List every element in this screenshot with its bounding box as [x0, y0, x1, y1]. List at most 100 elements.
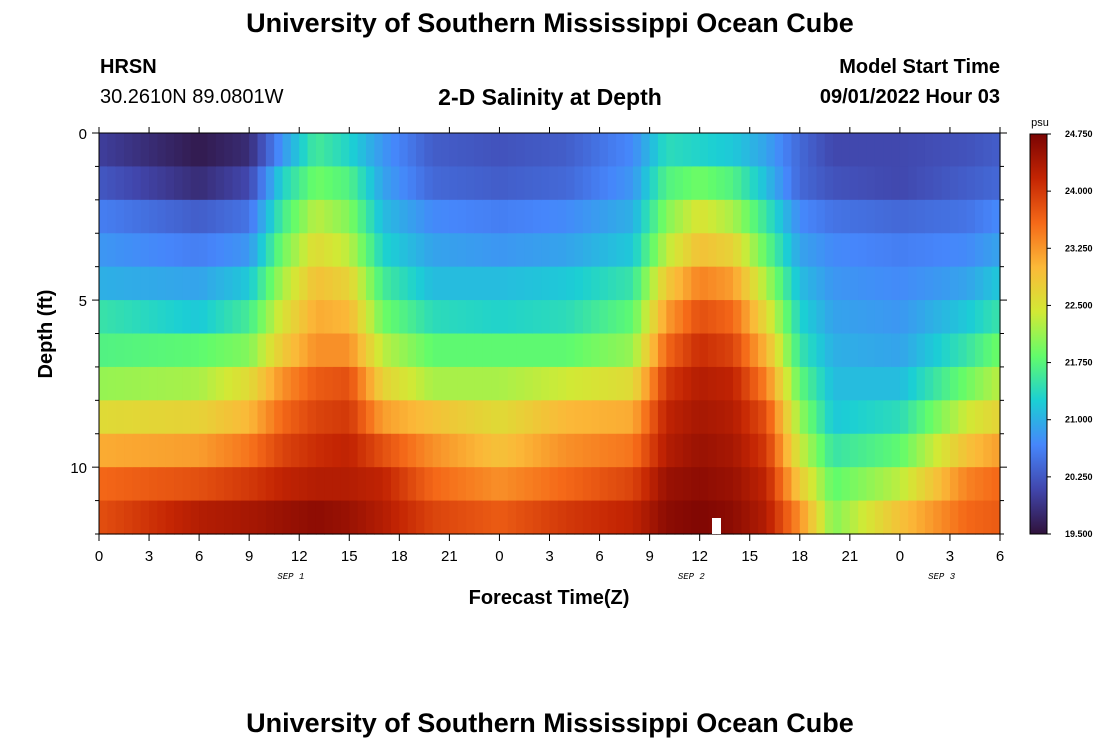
heatmap-cell: [691, 500, 701, 535]
heatmap-cell: [849, 199, 859, 234]
heatmap-cell: [599, 166, 609, 201]
heatmap-cell: [549, 166, 559, 201]
heatmap-cell: [499, 266, 509, 301]
heatmap-cell: [674, 266, 684, 301]
heatmap-cell: [966, 233, 976, 268]
heatmap-cell: [816, 166, 826, 201]
heatmap-cell: [190, 467, 200, 502]
heatmap-cell: [390, 233, 400, 268]
heatmap-cell: [124, 366, 133, 401]
heatmap-cell: [365, 500, 375, 535]
heatmap-cell: [499, 133, 509, 168]
heatmap-cell: [432, 400, 442, 435]
heatmap-cell: [524, 199, 534, 234]
heatmap-cell: [733, 400, 742, 435]
heatmap-cell: [466, 199, 476, 234]
y-tick-label: 0: [79, 126, 87, 143]
heatmap-cell: [416, 300, 425, 335]
heatmap-cell: [357, 333, 367, 368]
heatmap-cell: [215, 300, 225, 335]
heatmap-cell: [107, 500, 117, 535]
heatmap-cell: [532, 266, 542, 301]
heatmap-cell: [858, 433, 868, 468]
heatmap-cell: [924, 400, 934, 435]
heatmap-cell: [699, 300, 709, 335]
heatmap-cell: [124, 467, 133, 502]
heatmap-cell: [215, 133, 225, 168]
heatmap-cell: [566, 433, 576, 468]
heatmap-cell: [699, 467, 709, 502]
heatmap-cell: [699, 266, 709, 301]
heatmap-cell: [691, 366, 701, 401]
heatmap-cell: [307, 333, 317, 368]
heatmap-cell: [708, 266, 717, 301]
heatmap-cell: [474, 433, 484, 468]
heatmap-cell: [833, 433, 843, 468]
heatmap-cell: [257, 166, 267, 201]
heatmap-cell: [657, 233, 667, 268]
heatmap-cell: [190, 366, 200, 401]
heatmap-cell: [774, 333, 784, 368]
heatmap-cell: [466, 467, 476, 502]
heatmap-cell: [199, 467, 209, 502]
heatmap-cell: [299, 133, 309, 168]
heatmap-cell: [299, 300, 309, 335]
heatmap-cell: [824, 433, 834, 468]
heatmap-cell: [974, 199, 984, 234]
heatmap-cell: [708, 133, 717, 168]
heatmap-cell: [324, 500, 334, 535]
heatmap-cell: [332, 300, 342, 335]
heatmap-cell: [991, 199, 1001, 234]
heatmap-cell: [883, 467, 893, 502]
heatmap-cell: [382, 166, 392, 201]
heatmap-cell: [949, 500, 959, 535]
heatmap-cell: [340, 467, 350, 502]
y-tick-label: 5: [79, 293, 87, 310]
heatmap-cell: [457, 467, 467, 502]
heatmap-cell: [315, 166, 325, 201]
heatmap-cell: [607, 500, 617, 535]
heatmap-cell: [716, 266, 726, 301]
heatmap-cell: [649, 333, 659, 368]
heatmap-cell: [974, 300, 984, 335]
heatmap-cell: [708, 433, 717, 468]
heatmap-cell: [132, 266, 142, 301]
heatmap-cell: [199, 233, 209, 268]
heatmap-cell: [240, 233, 250, 268]
heatmap-cell: [224, 133, 234, 168]
heatmap-cell: [516, 266, 526, 301]
heatmap-cell: [607, 400, 617, 435]
heatmap-cell: [741, 400, 751, 435]
heatmap-cell: [808, 467, 818, 502]
heatmap-cell: [115, 233, 125, 268]
heatmap-cell: [808, 300, 818, 335]
data-gap-marker: [712, 518, 721, 534]
heatmap-cell: [524, 333, 534, 368]
heatmap-cell: [883, 433, 893, 468]
heatmap-cell: [958, 433, 968, 468]
axes: 0 3 6 9 12 15 18 21 0 3 6 9 12 15 18 21 0 3 6 SEP 1 SEP 2 SEP…: [70, 126, 1007, 582]
heatmap-cell: [724, 333, 734, 368]
heatmap-cell: [290, 133, 300, 168]
heatmap-cell: [282, 500, 292, 535]
heatmap-cell: [891, 333, 901, 368]
heatmap-cell: [165, 199, 175, 234]
heatmap-cell: [791, 333, 801, 368]
model-start-label: Model Start Time: [839, 56, 1000, 78]
heatmap-cell: [357, 366, 367, 401]
heatmap-cell: [416, 467, 425, 502]
heatmap-cell: [799, 133, 809, 168]
heatmap-cell: [616, 333, 626, 368]
heatmap-cell: [432, 166, 442, 201]
heatmap-cell: [991, 467, 1001, 502]
heatmap-cell: [524, 467, 534, 502]
heatmap-cell: [682, 500, 692, 535]
heatmap-cell: [566, 400, 576, 435]
heatmap-cell: [733, 199, 742, 234]
heatmap-cell: [557, 333, 567, 368]
heatmap-cell: [107, 166, 117, 201]
heatmap-cell: [966, 266, 976, 301]
heatmap-cell: [774, 233, 784, 268]
heatmap-cell: [207, 400, 217, 435]
heatmap-cell: [474, 266, 484, 301]
